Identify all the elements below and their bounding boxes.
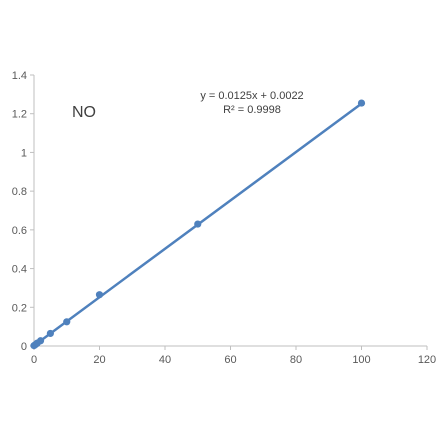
x-tick-label: 120 [418, 354, 436, 366]
y-tick-label: 1.4 [12, 70, 27, 82]
r-squared-label: R² = 0.9998 [223, 104, 281, 116]
series-label: NO [72, 104, 96, 121]
y-tick-label: 1 [21, 147, 27, 159]
x-tick-label: 40 [159, 354, 171, 366]
data-point [46, 329, 54, 338]
axis-ticks: 0 0.2 0.4 0.6 0.8 1 1.2 1.4 0 20 40 60 80 100 120 [12, 70, 436, 366]
x-tick-label: 100 [352, 354, 370, 366]
y-tick-label: 0.6 [12, 225, 27, 237]
y-tick-label: 1.2 [12, 109, 27, 121]
data-point [63, 318, 71, 326]
data-point [357, 99, 366, 107]
x-tick-label: 80 [290, 354, 302, 366]
x-tick-label: 20 [93, 354, 105, 366]
y-tick-label: 0.2 [12, 302, 27, 314]
data-point [95, 291, 104, 299]
x-tick-label: 60 [224, 354, 236, 366]
data-points [30, 99, 366, 350]
y-tick-label: 0.4 [12, 264, 27, 276]
trendline-equation: y = 0.0125x + 0.0022 [200, 90, 303, 102]
x-tick-label: 0 [31, 354, 37, 366]
y-tick-label: 0.8 [12, 186, 27, 198]
data-point [36, 337, 45, 345]
data-point [194, 220, 202, 228]
y-tick-label: 0 [21, 341, 27, 353]
